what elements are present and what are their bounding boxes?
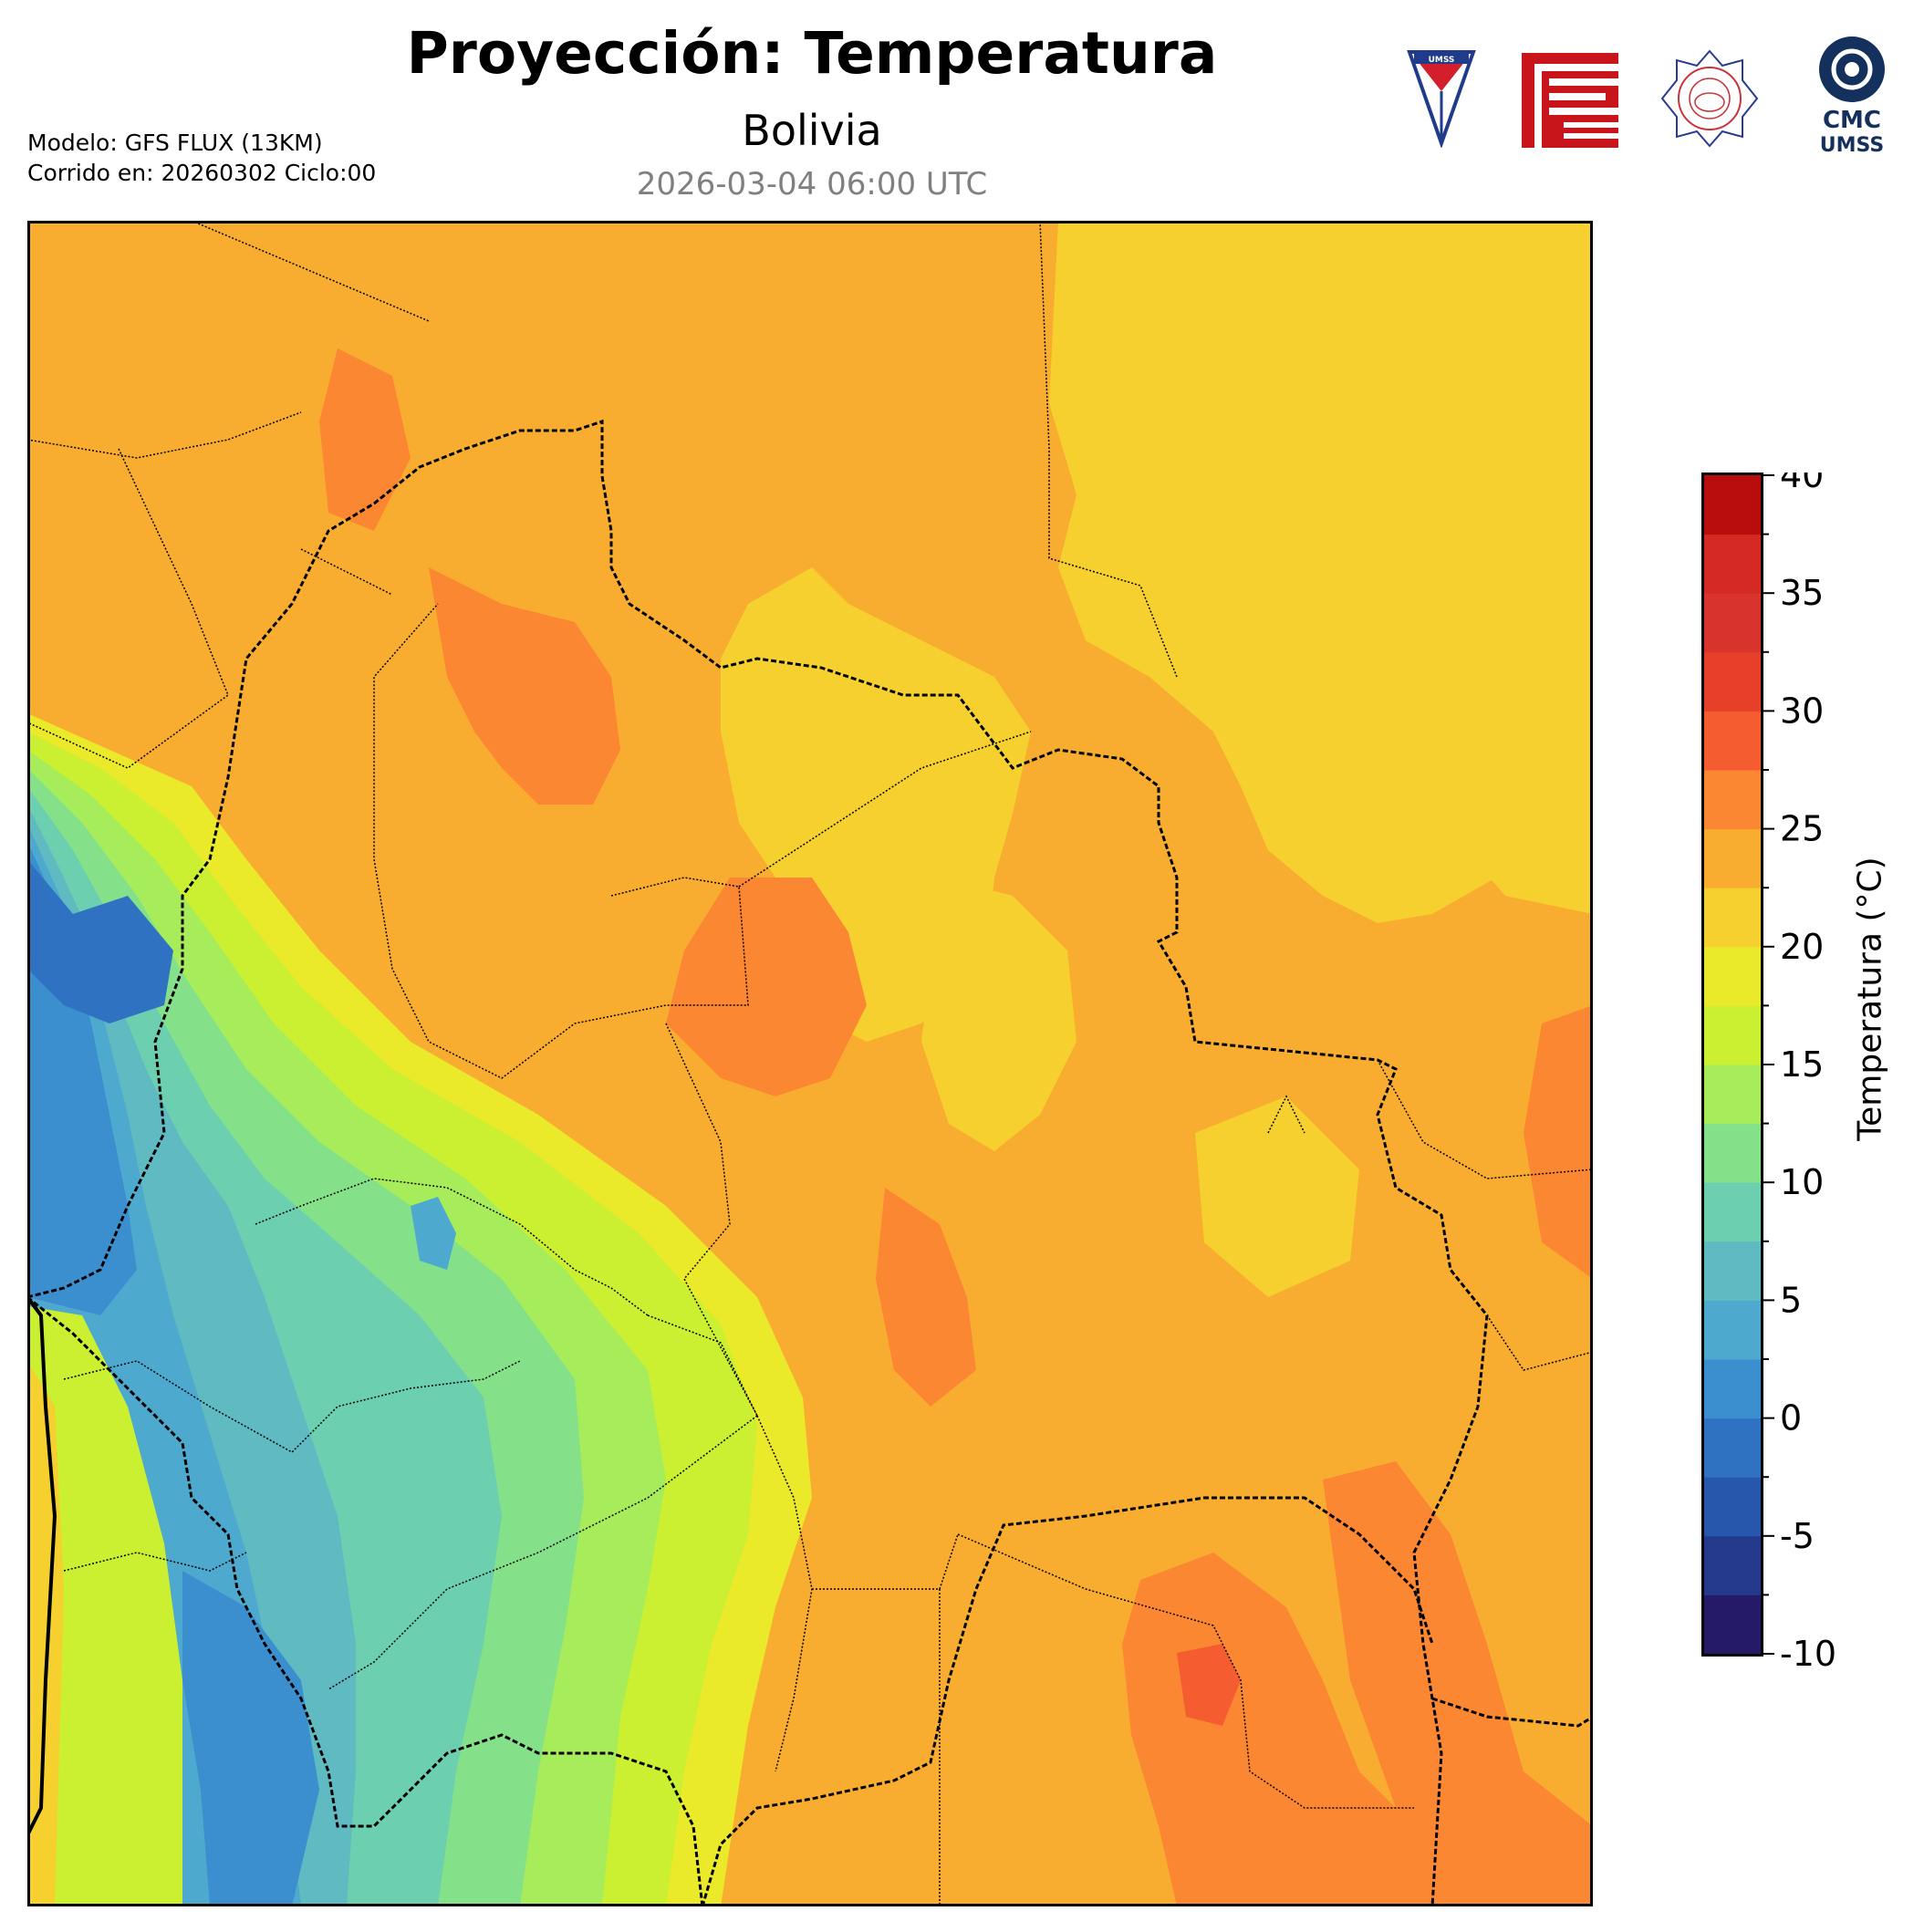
map-region: Bolivia: [742, 106, 882, 155]
map-title: Proyección: Temperatura: [406, 20, 1218, 87]
colorbar-tick-label: -5: [1780, 1516, 1815, 1556]
warm-zone-east: [921, 878, 1076, 1151]
warm-zone-far-east: [1441, 695, 1590, 914]
freezing-zone-south: [182, 1571, 319, 1904]
colorbar-tick-label: 10: [1780, 1162, 1824, 1202]
colorbar-label: Temperatura (°C): [1851, 857, 1889, 1141]
umss-shield-logo: UMSS: [1407, 50, 1476, 148]
colorbar-band: [1704, 475, 1761, 535]
colorbar-ticks: 40 35 30 25 20 15 10 5 0 -5 -10: [1762, 473, 1836, 1674]
warm-zone-southeast: [1195, 1096, 1359, 1297]
colorbar-band: [1704, 828, 1761, 888]
hot-zone-south-central: [876, 1188, 976, 1407]
colorbar-band: [1704, 770, 1761, 830]
lake-titicaca: [411, 1197, 456, 1270]
colorbar-bands: [1704, 475, 1761, 1655]
colorbar-band: [1704, 651, 1761, 712]
hot-zone-northwest: [319, 348, 411, 531]
colorbar-tick-label: 5: [1780, 1280, 1802, 1320]
colorbar-band: [1704, 1477, 1761, 1537]
red-fcyt-logo: [1522, 53, 1618, 148]
colorbar-band: [1704, 1300, 1761, 1360]
colorbar-band: [1704, 1241, 1761, 1301]
colorbar-tick-label: 0: [1780, 1398, 1802, 1439]
model-line: Modelo: GFS FLUX (13KM): [27, 130, 323, 156]
cmc-umss-logo: CMC UMSS: [1819, 36, 1885, 157]
country-borders: [27, 221, 1593, 1906]
colorbar-band: [1704, 1535, 1761, 1595]
hottest-spot: [1177, 1644, 1241, 1726]
cmc-logo-line2: UMSS: [1820, 134, 1884, 157]
colorbar-band: [1704, 888, 1761, 948]
department-borders: [27, 221, 1593, 1906]
temperature-field: [30, 223, 1590, 1904]
departamento-fisica-seal: [1660, 49, 1759, 148]
colorbar-band: [1704, 1182, 1761, 1242]
temperature-colorbar: 40 35 30 25 20 15 10 5 0 -5 -10: [1701, 473, 1836, 1674]
colorbar-tick-label: 35: [1780, 573, 1824, 613]
coastal-zone: [30, 1306, 182, 1904]
colorbar-band: [1704, 1065, 1761, 1125]
cmc-logo-line1: CMC: [1823, 107, 1881, 134]
model-info: Modelo: GFS FLUX (13KM) Corrido en: 2026…: [27, 128, 376, 188]
colorbar-tick-label: 40: [1780, 473, 1824, 495]
valid-time: 2026-03-04 06:00 UTC: [636, 166, 988, 203]
temperature-map: [27, 221, 1593, 1906]
colorbar-band: [1704, 534, 1761, 594]
colorbar-tick-label: 20: [1780, 927, 1824, 967]
hot-zone-chaco: [1122, 1553, 1450, 1904]
colorbar-tick-label: 25: [1780, 809, 1824, 849]
colorbar-band: [1704, 711, 1761, 771]
hot-zone-east-edge: [1524, 1006, 1590, 1277]
colorbar-band: [1704, 1005, 1761, 1065]
colorbar-band: [1704, 1418, 1761, 1478]
bolivia-border-southwest: [27, 1295, 704, 1906]
colorbar-band: [1704, 593, 1761, 653]
colorbar-tick-label: 30: [1780, 691, 1824, 731]
colorbar-tick-label: -10: [1780, 1634, 1836, 1674]
chile-coastline: [27, 1295, 57, 1836]
bolivia-border-south: [701, 1496, 1434, 1906]
hot-zone-central: [666, 878, 867, 1096]
run-line: Corrido en: 20260302 Ciclo:00: [27, 160, 377, 186]
bolivia-border-north: [27, 419, 1489, 1906]
paraguay-border: [1431, 1697, 1593, 1728]
colorbar-band: [1704, 946, 1761, 1006]
colorbar-band: [1704, 1594, 1761, 1655]
freezing-core: [30, 862, 173, 1023]
colorbar-band: [1704, 1359, 1761, 1419]
colorbar-tick-label: 15: [1780, 1044, 1824, 1085]
umss-logo-text: UMSS: [1429, 56, 1455, 65]
map-frame-border: [27, 221, 1593, 1906]
hot-zone-north-central: [429, 567, 620, 805]
hot-zone-southeast: [1323, 1461, 1590, 1904]
colorbar-band: [1704, 1123, 1761, 1183]
